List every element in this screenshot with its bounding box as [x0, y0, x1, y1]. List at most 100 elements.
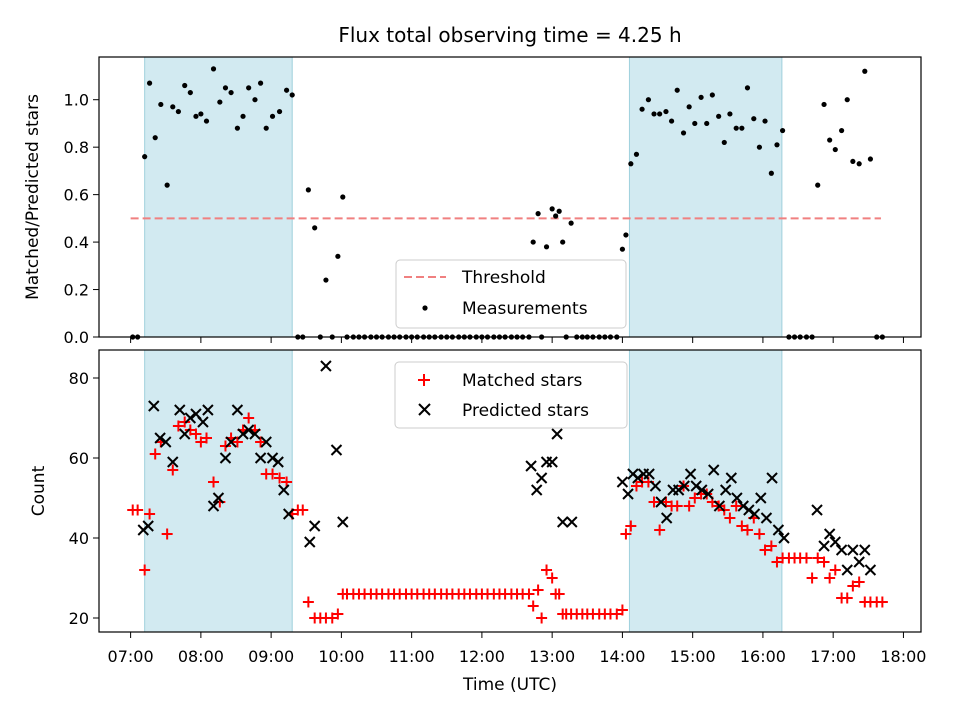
predicted-point [853, 556, 865, 568]
predicted-point [254, 452, 267, 464]
matched-legend-marker [418, 374, 430, 386]
top-y-tick-label: 0.2 [64, 281, 89, 300]
matched-point [654, 524, 666, 536]
measurement-point [543, 244, 550, 250]
predicted-point [643, 468, 655, 480]
measurement-point [633, 151, 640, 157]
measurement-point [222, 85, 229, 91]
predicted-point [632, 472, 644, 484]
predicted-point [184, 412, 197, 424]
matched-point [818, 556, 830, 568]
predicted-point [148, 400, 160, 412]
measurement-point [698, 94, 704, 100]
measurement-point [850, 158, 856, 165]
matched-point [620, 528, 632, 540]
matched-point [219, 440, 231, 452]
predicted-point [702, 488, 714, 500]
predicted-point [684, 468, 697, 480]
measurement-point [152, 135, 158, 141]
matched-point [546, 572, 558, 584]
predicted-point [167, 456, 179, 468]
matched-point [753, 528, 765, 540]
measurement-point [739, 125, 745, 131]
predicted-point [766, 472, 778, 484]
predicted-point [713, 500, 726, 512]
matched-point [132, 504, 144, 516]
matched-point [144, 508, 156, 520]
predicted-point [320, 360, 332, 372]
predicted-point [225, 436, 237, 448]
measurement-point [323, 277, 329, 283]
top-legend-box [395, 259, 627, 329]
predicted-point [266, 452, 279, 464]
measurement-point [553, 213, 559, 219]
predicted-point [160, 436, 172, 448]
predicted-point [174, 404, 186, 416]
predicted-point [725, 472, 738, 484]
matched-point [741, 524, 753, 536]
predicted-point [755, 492, 767, 504]
measurement-point [623, 232, 629, 238]
bottom-legend: Matched stars Predicted stars [394, 361, 628, 429]
matched-point [172, 420, 184, 432]
bot-y-tick-label: 80 [69, 369, 89, 388]
measurement-point [651, 111, 657, 117]
predicted-point [207, 500, 220, 512]
measurement-point [751, 116, 757, 122]
matched-point [829, 564, 841, 576]
matched-point [800, 552, 812, 564]
measurement-point [674, 87, 680, 93]
predicted-point [202, 404, 214, 416]
predicted-point [864, 564, 877, 576]
predicted-point [760, 512, 773, 524]
predicted-point [272, 456, 284, 468]
measurement-point [164, 182, 170, 188]
matched-point [536, 612, 548, 624]
measurement-point [856, 161, 862, 167]
measurement-point [203, 118, 210, 124]
measurement-point [217, 99, 223, 105]
matched-point [161, 528, 173, 540]
measurement-point [210, 66, 217, 72]
measurement-point [668, 118, 675, 124]
measurement-point [175, 108, 181, 115]
predicted-point [655, 496, 667, 508]
measurement-point [774, 142, 780, 148]
measurement-point [170, 104, 176, 110]
matched-point [274, 472, 286, 484]
measurement-point [844, 97, 850, 103]
measurement-point [182, 82, 188, 89]
x-tick-label: 11:00 [389, 647, 435, 666]
measurement-point [733, 125, 739, 131]
measurement-point [663, 108, 669, 115]
top-y-tick-label: 0.8 [64, 138, 89, 157]
predicted-point [337, 516, 349, 528]
predicted-point [242, 424, 255, 436]
measurement-point [246, 85, 252, 91]
matched-point [195, 436, 207, 448]
x-tick-label: 15:00 [670, 647, 716, 666]
bottom-legend-box [394, 361, 628, 429]
measurement-point [263, 125, 269, 131]
matched-point [689, 492, 701, 504]
measurement-point [721, 139, 727, 146]
matched-point [771, 556, 783, 568]
predicted-point [778, 532, 790, 544]
predicted-point [556, 516, 569, 528]
measurement-point [283, 87, 290, 93]
predicted-point [719, 484, 732, 496]
matched-point [611, 608, 623, 620]
bot-y-tick-label: 40 [69, 529, 89, 548]
measurement-point [768, 170, 774, 176]
measurement-point [639, 106, 645, 112]
x-tick-label: 12:00 [459, 647, 505, 666]
bot-y-tick-label: 20 [69, 609, 89, 628]
predicted-point [197, 416, 209, 428]
measurement-point [680, 130, 687, 136]
matched-point [876, 596, 888, 608]
measurement-point [619, 246, 626, 252]
measurement-point [779, 127, 786, 134]
matched-point [724, 512, 736, 524]
measurement-point [645, 97, 652, 103]
predicted-point [330, 444, 343, 456]
